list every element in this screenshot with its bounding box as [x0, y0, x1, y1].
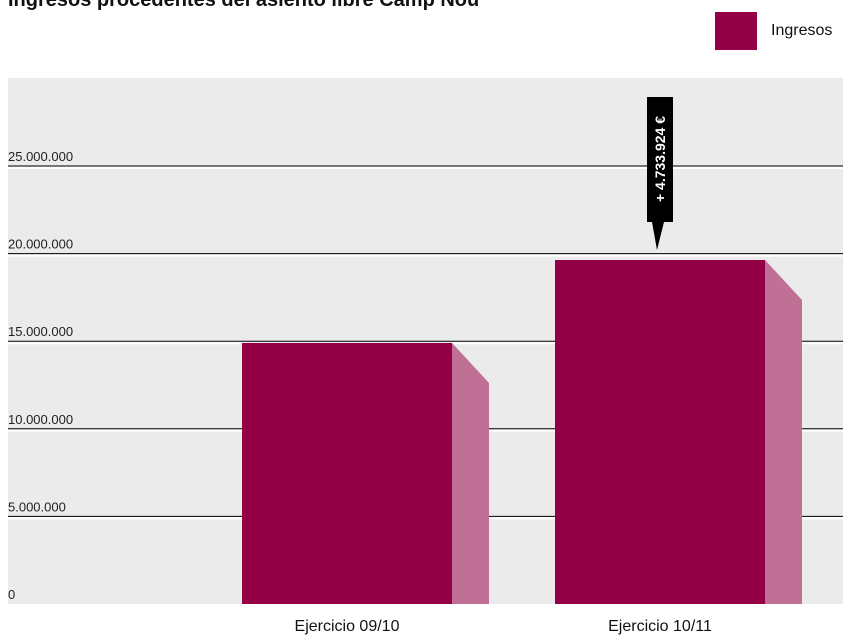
annotation-callout [647, 97, 673, 250]
chart-title: Ingresos procedentes del asiento libre C… [8, 0, 480, 11]
legend: Ingresos [715, 12, 832, 50]
bar [242, 342, 452, 604]
bar-side [452, 342, 489, 604]
bar-side [765, 260, 802, 604]
y-tick-label: 15.000.000 [8, 324, 73, 339]
y-tick-label: 10.000.000 [8, 412, 73, 427]
x-tick-label: Ejercicio 09/10 [295, 618, 400, 635]
y-tick-label: 0 [8, 587, 15, 602]
x-tick-label: Ejercicio 10/11 [608, 618, 712, 635]
y-tick-label: 5.000.000 [8, 499, 66, 514]
y-tick-label: 25.000.000 [8, 149, 73, 164]
bar [555, 260, 765, 604]
annotation-label: + 4.733.924 € [652, 116, 668, 202]
legend-label-ingresos: Ingresos [771, 22, 833, 39]
y-tick-label: 20.000.000 [8, 237, 73, 252]
legend-swatch-ingresos [715, 12, 757, 50]
